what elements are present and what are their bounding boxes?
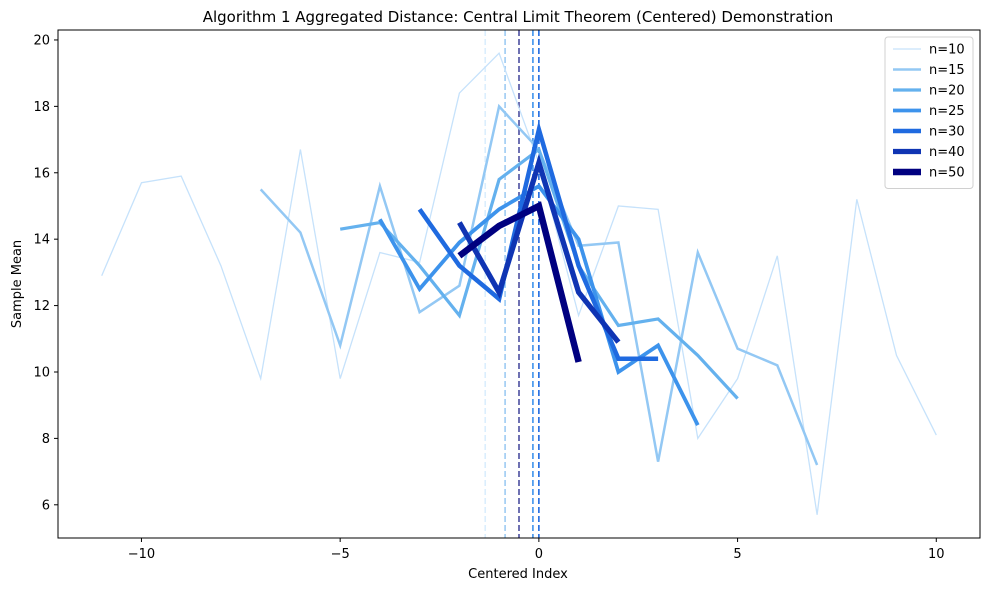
series-line-n-25 [378, 183, 700, 426]
chart-title: Algorithm 1 Aggregated Distance: Central… [203, 8, 834, 26]
x-tick-label: −10 [128, 547, 155, 562]
x-tick-label: 0 [535, 547, 543, 562]
series-line-n-10 [101, 52, 937, 515]
series-line-n-20 [339, 146, 739, 400]
y-tick-label: 6 [42, 498, 50, 513]
y-tick-label: 10 [33, 365, 50, 380]
series-line-n-30 [417, 120, 659, 361]
series-line-n-50 [457, 201, 582, 363]
y-tick-label: 18 [33, 100, 50, 115]
legend-label: n=10 [929, 43, 965, 58]
legend-label: n=40 [929, 145, 965, 160]
y-tick-label: 16 [33, 166, 50, 181]
legend-label: n=30 [929, 125, 965, 140]
legend-label: n=50 [929, 166, 965, 181]
y-tick-label: 12 [33, 299, 50, 314]
x-tick-label: 5 [733, 547, 741, 562]
legend-label: n=15 [929, 63, 965, 78]
x-axis-title: Centered Index [468, 567, 568, 582]
series-line-n-40 [457, 153, 621, 344]
x-tick-label: −5 [331, 547, 350, 562]
y-tick-label: 14 [33, 233, 50, 248]
plot-frame [57, 29, 981, 539]
y-axis-title: Sample Mean [10, 240, 25, 328]
y-tick-label: 20 [33, 33, 50, 48]
legend-label: n=25 [929, 104, 965, 119]
y-tick-label: 8 [42, 432, 50, 447]
legend: n=10 n=15 n=20 n=25 n=30 n=40 n=50 [884, 36, 974, 189]
legend-label: n=20 [929, 84, 965, 99]
x-tick-label: 10 [928, 547, 945, 562]
